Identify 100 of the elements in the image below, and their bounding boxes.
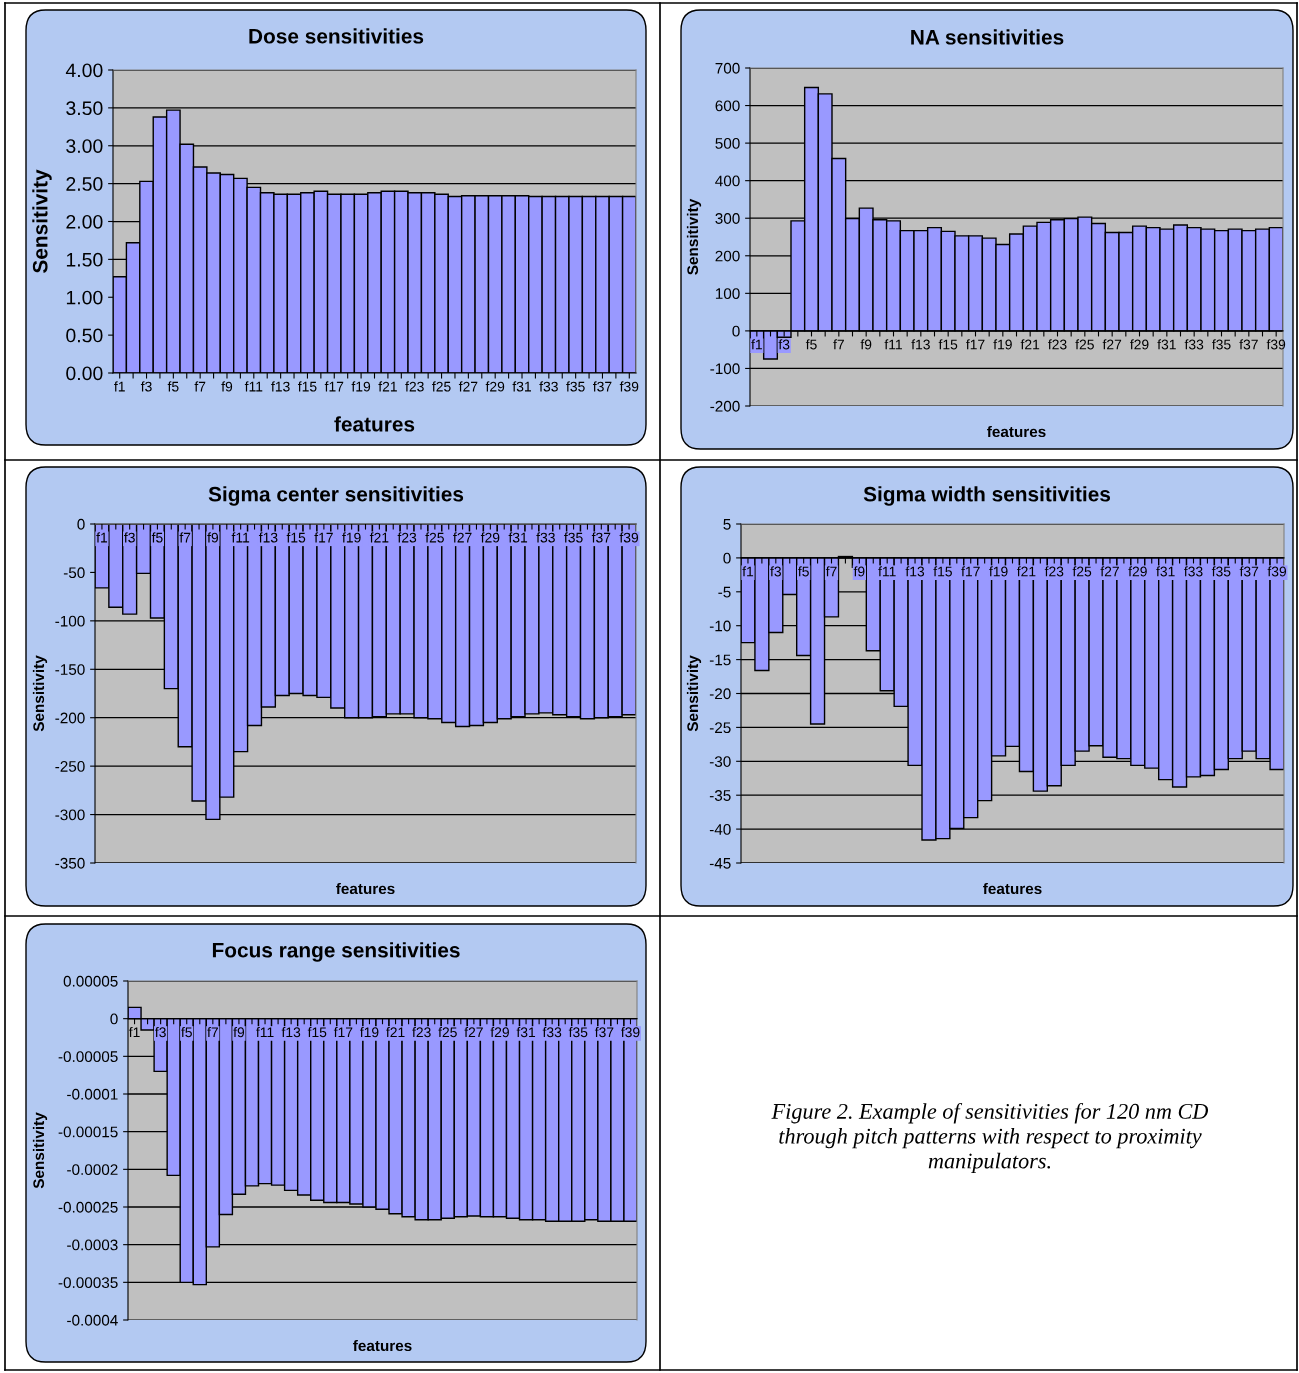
- x-tick-label: f3: [140, 381, 152, 392]
- x-tick-label: f23: [1044, 566, 1064, 577]
- y-tick-label: -150: [55, 664, 85, 675]
- y-tick-label: 0.00: [66, 366, 103, 381]
- x-tick-label: f13: [911, 339, 930, 350]
- x-tick-label: f11: [244, 381, 263, 392]
- y-tick-label: -0.0002: [67, 1164, 118, 1176]
- x-tick-label: f29: [490, 1027, 509, 1038]
- x-tick-label: f1: [114, 381, 125, 392]
- x-tick-label: f37: [1239, 339, 1258, 350]
- y-tick-label: -300: [55, 809, 85, 821]
- y-tick-label: 400: [715, 175, 740, 187]
- y-tick-label: -100: [55, 615, 85, 627]
- x-tick-label: f11: [256, 1027, 274, 1038]
- x-tick-label: f27: [1102, 339, 1122, 350]
- x-tick-label: f7: [207, 1027, 218, 1038]
- x-tick-label: f15: [286, 532, 306, 543]
- x-tick-label: f23: [397, 532, 417, 543]
- x-tick-label: f25: [1072, 566, 1092, 577]
- x-tick-label: f25: [432, 381, 451, 392]
- x-tick-label: f15: [297, 381, 317, 392]
- x-tick-label: f9: [221, 381, 233, 392]
- x-axis-title: features: [983, 882, 1042, 895]
- y-tick-label: -0.0003: [67, 1239, 118, 1251]
- x-axis-title: features: [987, 425, 1046, 438]
- x-tick-label: f39: [1266, 339, 1286, 350]
- y-tick-label: 0: [77, 518, 85, 530]
- x-tick-label: f21: [1016, 566, 1036, 577]
- y-tick-label: 5: [723, 519, 731, 530]
- x-tick-label: f3: [155, 1027, 166, 1038]
- x-tick-label: f31: [516, 1027, 536, 1038]
- y-tick-label: 200: [715, 250, 740, 262]
- x-tick-label: f25: [438, 1027, 457, 1038]
- chart-title: Sigma width sensitivities: [863, 486, 1111, 506]
- x-tick-label: f3: [124, 532, 135, 543]
- x-tick-label: f19: [351, 381, 371, 392]
- chart-title: Focus range sensitivities: [212, 942, 460, 962]
- x-tick-label: f7: [194, 381, 206, 392]
- x-tick-label: f21: [378, 381, 397, 392]
- x-tick-label: f1: [742, 566, 754, 577]
- x-tick-label: f13: [258, 532, 278, 543]
- y-axis-title: Sensitivity: [686, 655, 702, 732]
- y-tick-label: 100: [715, 288, 740, 300]
- chart-title: Sigma center sensitivities: [208, 486, 464, 506]
- x-tick-label: f9: [207, 532, 219, 543]
- y-tick-label: 600: [715, 100, 740, 112]
- x-tick-label: f37: [593, 381, 612, 392]
- chart-title: Dose sensitivities: [249, 28, 424, 44]
- x-tick-label: f1: [128, 1027, 140, 1038]
- y-tick-label: -45: [709, 858, 731, 869]
- chart-title: NA sensitivities: [911, 29, 1064, 45]
- y-tick-label: -5: [718, 586, 731, 598]
- x-tick-label: f29: [1128, 566, 1147, 577]
- y-tick-label: -20: [709, 688, 731, 700]
- y-tick-label: 0: [110, 1013, 118, 1025]
- y-tick-label: -40: [709, 823, 731, 835]
- x-tick-label: f35: [568, 1027, 588, 1038]
- x-tick-label: f37: [591, 532, 611, 543]
- x-tick-label: f35: [1212, 339, 1231, 350]
- x-axis-title: features: [353, 1339, 412, 1352]
- x-tick-label: f3: [778, 339, 790, 350]
- x-tick-label: f13: [905, 566, 925, 577]
- x-tick-label: f31: [1157, 339, 1176, 350]
- x-tick-label: f1: [751, 339, 762, 350]
- x-tick-label: f5: [151, 532, 163, 543]
- x-tick-label: f19: [993, 339, 1012, 350]
- y-tick-label: -0.00015: [58, 1126, 118, 1138]
- x-tick-label: f5: [181, 1027, 192, 1038]
- x-tick-label: f25: [1075, 339, 1094, 350]
- x-tick-label: f3: [770, 566, 781, 577]
- x-tick-label: f27: [458, 381, 478, 392]
- x-tick-label: f25: [425, 532, 444, 543]
- y-tick-label: 0.50: [66, 328, 103, 343]
- x-tick-label: f11: [231, 532, 250, 543]
- x-tick-label: f33: [542, 1027, 562, 1038]
- y-tick-label: -50: [63, 567, 85, 579]
- x-tick-label: f23: [1048, 339, 1067, 350]
- y-tick-label: -200: [710, 400, 740, 412]
- x-tick-label: f7: [179, 532, 191, 543]
- x-tick-label: f33: [1184, 566, 1203, 577]
- y-tick-label: -0.0004: [67, 1314, 118, 1326]
- y-tick-label: -250: [55, 761, 85, 772]
- y-tick-label: 2.50: [66, 177, 103, 191]
- x-tick-label: f15: [933, 566, 952, 577]
- x-tick-label: f17: [314, 532, 333, 543]
- x-tick-label: f27: [1100, 566, 1119, 577]
- x-tick-label: f37: [1239, 566, 1259, 577]
- x-tick-label: f19: [342, 532, 361, 543]
- x-tick-label: f17: [324, 381, 344, 392]
- x-axis-title: features: [334, 416, 415, 432]
- y-tick-label: 3.50: [66, 101, 103, 116]
- x-tick-label: f35: [1211, 566, 1231, 577]
- x-tick-label: f17: [333, 1027, 353, 1038]
- y-tick-label: 2.00: [66, 214, 103, 229]
- y-axis-title: Sensitivity: [32, 169, 52, 273]
- x-tick-label: f39: [1267, 566, 1287, 577]
- x-tick-label: f39: [621, 1027, 640, 1038]
- x-tick-label: f21: [1020, 339, 1040, 350]
- y-tick-label: 0: [723, 552, 731, 564]
- y-tick-label: 1.50: [66, 252, 103, 267]
